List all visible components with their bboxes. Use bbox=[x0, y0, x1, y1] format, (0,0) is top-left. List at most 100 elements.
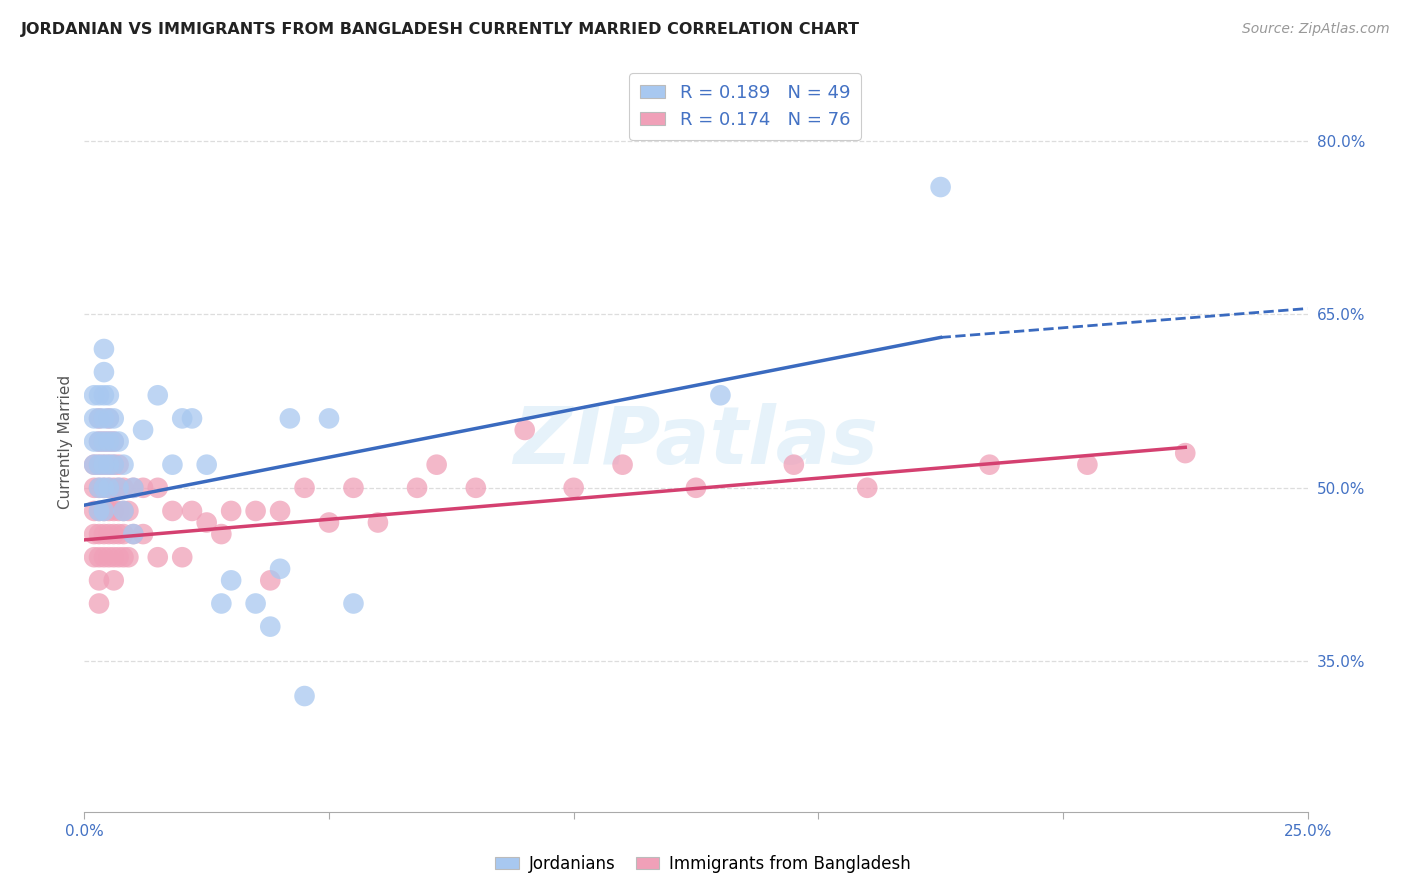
Point bbox=[318, 516, 340, 530]
Point bbox=[132, 481, 155, 495]
Text: Source: ZipAtlas.com: Source: ZipAtlas.com bbox=[1241, 22, 1389, 37]
Point bbox=[269, 504, 291, 518]
Point bbox=[112, 504, 135, 518]
Point bbox=[87, 550, 110, 565]
Point bbox=[83, 458, 105, 472]
Point bbox=[93, 388, 115, 402]
Point bbox=[162, 504, 184, 518]
Point bbox=[612, 458, 634, 472]
Point bbox=[146, 388, 169, 402]
Point bbox=[103, 411, 125, 425]
Point bbox=[97, 458, 120, 472]
Point bbox=[1174, 446, 1197, 460]
Point bbox=[103, 574, 125, 588]
Point bbox=[83, 550, 105, 565]
Point bbox=[83, 481, 105, 495]
Point bbox=[87, 434, 110, 449]
Point bbox=[162, 458, 184, 472]
Point bbox=[209, 527, 232, 541]
Point bbox=[259, 619, 281, 633]
Point bbox=[103, 504, 125, 518]
Point bbox=[112, 458, 135, 472]
Point bbox=[97, 388, 120, 402]
Point bbox=[93, 504, 115, 518]
Point bbox=[107, 434, 129, 449]
Point bbox=[87, 597, 110, 611]
Point bbox=[103, 434, 125, 449]
Point bbox=[112, 550, 135, 565]
Point bbox=[97, 458, 120, 472]
Point bbox=[83, 458, 105, 472]
Point bbox=[93, 434, 115, 449]
Point bbox=[294, 689, 316, 703]
Point bbox=[107, 458, 129, 472]
Point bbox=[709, 388, 731, 402]
Point bbox=[181, 504, 204, 518]
Point bbox=[97, 434, 120, 449]
Point bbox=[562, 481, 585, 495]
Point bbox=[87, 481, 110, 495]
Point bbox=[87, 458, 110, 472]
Point bbox=[856, 481, 879, 495]
Point bbox=[122, 481, 145, 495]
Point bbox=[342, 481, 364, 495]
Point bbox=[103, 434, 125, 449]
Point bbox=[93, 550, 115, 565]
Point bbox=[107, 550, 129, 565]
Point bbox=[103, 458, 125, 472]
Point bbox=[181, 411, 204, 425]
Point bbox=[209, 597, 232, 611]
Point bbox=[93, 504, 115, 518]
Text: JORDANIAN VS IMMIGRANTS FROM BANGLADESH CURRENTLY MARRIED CORRELATION CHART: JORDANIAN VS IMMIGRANTS FROM BANGLADESH … bbox=[21, 22, 860, 37]
Point bbox=[464, 481, 486, 495]
Point bbox=[132, 527, 155, 541]
Point bbox=[93, 342, 115, 356]
Point bbox=[87, 411, 110, 425]
Point bbox=[117, 550, 139, 565]
Point bbox=[107, 481, 129, 495]
Point bbox=[103, 527, 125, 541]
Point bbox=[367, 516, 389, 530]
Point bbox=[87, 458, 110, 472]
Point bbox=[122, 527, 145, 541]
Point bbox=[97, 527, 120, 541]
Point bbox=[93, 458, 115, 472]
Point bbox=[406, 481, 429, 495]
Point bbox=[269, 562, 291, 576]
Point bbox=[245, 597, 267, 611]
Point bbox=[93, 365, 115, 379]
Point bbox=[513, 423, 536, 437]
Point bbox=[172, 550, 194, 565]
Point bbox=[219, 504, 242, 518]
Point bbox=[294, 481, 316, 495]
Point bbox=[103, 481, 125, 495]
Point bbox=[93, 411, 115, 425]
Point bbox=[97, 411, 120, 425]
Point bbox=[112, 504, 135, 518]
Point bbox=[219, 574, 242, 588]
Point bbox=[929, 180, 952, 194]
Point bbox=[83, 411, 105, 425]
Point bbox=[112, 527, 135, 541]
Point bbox=[112, 481, 135, 495]
Point bbox=[93, 527, 115, 541]
Point bbox=[1076, 458, 1098, 472]
Point bbox=[87, 481, 110, 495]
Point bbox=[93, 481, 115, 495]
Point bbox=[87, 527, 110, 541]
Point bbox=[87, 574, 110, 588]
Point bbox=[97, 481, 120, 495]
Point bbox=[318, 411, 340, 425]
Legend: R = 0.189   N = 49, R = 0.174   N = 76: R = 0.189 N = 49, R = 0.174 N = 76 bbox=[628, 73, 860, 140]
Point bbox=[259, 574, 281, 588]
Legend: Jordanians, Immigrants from Bangladesh: Jordanians, Immigrants from Bangladesh bbox=[489, 848, 917, 880]
Point bbox=[783, 458, 806, 472]
Point bbox=[93, 481, 115, 495]
Point bbox=[87, 504, 110, 518]
Point bbox=[87, 411, 110, 425]
Y-axis label: Currently Married: Currently Married bbox=[58, 375, 73, 508]
Point bbox=[195, 458, 218, 472]
Point bbox=[83, 504, 105, 518]
Point bbox=[103, 458, 125, 472]
Point bbox=[87, 434, 110, 449]
